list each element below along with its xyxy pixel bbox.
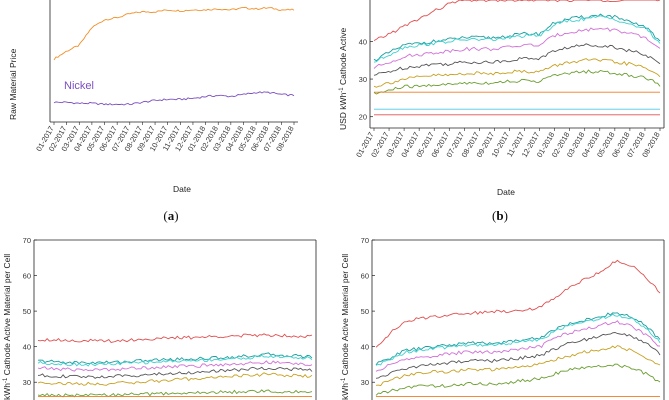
panel-a-series-line-0 bbox=[53, 6, 295, 61]
panel-c-y-tick-label-2: 50 bbox=[23, 307, 31, 316]
panel-c: kWh-1 Cathode Active Material per Cell 3… bbox=[2, 236, 317, 400]
panel-d-y-label: kWh-1 Cathode Active Material per Cell bbox=[340, 254, 350, 400]
panel-d-y-tick-label-0: 30 bbox=[361, 378, 369, 387]
panel-b-series-line-3 bbox=[373, 27, 661, 69]
panel-d-series-line-6 bbox=[375, 363, 661, 396]
panel-d-series-line-3 bbox=[375, 320, 661, 372]
panel-c-y-tick-label-0: 30 bbox=[23, 378, 31, 387]
panel-c-series-line-5 bbox=[37, 372, 313, 386]
panel-d-series-line-4 bbox=[375, 332, 661, 379]
panel-b-series-line-4 bbox=[373, 43, 661, 76]
panel-c-series-group bbox=[37, 333, 313, 398]
panel-d-series-group bbox=[375, 259, 661, 397]
panel-d-series-line-2 bbox=[375, 313, 661, 366]
panel-c-y-ticks: 30 40 50 60 70 bbox=[23, 236, 37, 387]
panel-b-caption: (b) bbox=[492, 208, 508, 223]
panel-c-series-line-0 bbox=[37, 333, 313, 343]
panel-d-y-tick-label-2: 50 bbox=[361, 307, 369, 316]
panel-c-y-label: kWh-1 Cathode Active Material per Cell bbox=[2, 254, 12, 400]
panel-b-x-ticks: 01-201702-201703-201704-201705-201706-20… bbox=[354, 128, 662, 159]
panel-b: USD kWh-1 Cathode Active 20 30 40 01-20170… bbox=[338, 0, 665, 223]
panel-d-y-tick-label-4: 70 bbox=[361, 236, 369, 245]
panel-b-x-label: Date bbox=[497, 187, 515, 197]
panel-b-y-label: USD kWh-1 Cathode Active bbox=[338, 28, 348, 130]
panel-d-y-tick-label-3: 60 bbox=[361, 272, 369, 281]
panel-b-series-line-0 bbox=[373, 0, 661, 41]
panel-c-y-tick-label-4: 70 bbox=[23, 236, 31, 245]
panel-a-x-label: Date bbox=[173, 184, 191, 194]
panel-d: kWh-1 Cathode Active Material per Cell 3… bbox=[340, 236, 665, 400]
panel-b-series-line-2 bbox=[373, 15, 661, 63]
panel-c-series-line-3 bbox=[37, 360, 313, 372]
panel-d-y-ticks: 30 40 50 60 70 bbox=[361, 236, 375, 387]
panel-d-series-line-1 bbox=[375, 312, 661, 366]
panel-c-y-tick-label-3: 60 bbox=[23, 272, 31, 281]
panel-a-x-ticks: 01-201702-201703-201704-201705-201706-20… bbox=[34, 122, 296, 153]
panel-a-y-label: Raw Material Price bbox=[8, 48, 18, 120]
panel-b-y-ticks: 20 30 40 bbox=[359, 37, 373, 122]
panel-c-series-line-6 bbox=[37, 389, 313, 398]
panel-b-y-tick-label-2: 40 bbox=[359, 37, 367, 46]
panel-c-series-line-2 bbox=[37, 354, 313, 367]
panel-c-series-line-1 bbox=[37, 352, 313, 365]
panel-c-series-line-4 bbox=[37, 366, 313, 379]
panel-d-series-line-5 bbox=[375, 345, 661, 387]
panel-a-caption: (a) bbox=[163, 208, 178, 223]
panel-b-series-line-1 bbox=[373, 13, 661, 62]
panel-d-y-tick-label-1: 40 bbox=[361, 343, 369, 352]
panel-b-series-group bbox=[373, 0, 661, 116]
panel-a-series-group bbox=[53, 6, 295, 106]
panel-b-y-tick-label-1: 30 bbox=[359, 75, 367, 84]
panel-d-series-line-0 bbox=[375, 259, 661, 348]
panel-b-y-tick-label-0: 20 bbox=[359, 113, 367, 122]
panel-a-series-label-nickel: Nickel bbox=[64, 80, 94, 92]
panel-b-series-line-5 bbox=[373, 58, 661, 88]
panel-a-series-line-1 bbox=[53, 91, 295, 106]
panel-b-series-line-6 bbox=[373, 69, 661, 95]
panel-a: Raw Material Price 01-201702-201703-2017… bbox=[8, 0, 298, 223]
panel-c-y-tick-label-1: 40 bbox=[23, 343, 31, 352]
